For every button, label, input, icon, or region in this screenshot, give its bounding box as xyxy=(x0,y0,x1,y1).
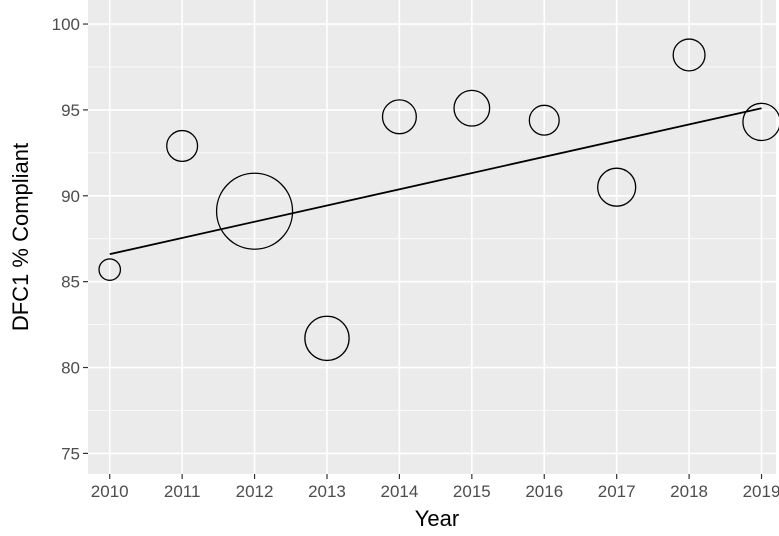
plot-panel xyxy=(88,0,776,474)
x-tick-label: 2010 xyxy=(91,482,129,501)
y-axis: 75 80 85 90 95 100 xyxy=(52,15,88,463)
x-axis-title: Year xyxy=(415,506,459,531)
x-tick-label: 2018 xyxy=(670,482,708,501)
x-tick-label: 2011 xyxy=(164,482,201,501)
y-tick-label: 90 xyxy=(61,187,80,206)
x-tick-label: 2012 xyxy=(236,482,274,501)
y-tick-label: 95 xyxy=(61,101,80,120)
data-point xyxy=(672,38,706,72)
data-point xyxy=(215,172,294,250)
x-tick-label: 2019 xyxy=(743,482,779,501)
data-points xyxy=(98,38,779,362)
grid xyxy=(88,0,776,474)
data-point xyxy=(166,129,199,163)
data-point xyxy=(381,99,417,135)
data-point xyxy=(528,104,560,136)
trend-line xyxy=(109,107,762,256)
y-tick-label: 100 xyxy=(52,15,80,34)
y-tick-label: 85 xyxy=(61,273,80,292)
x-tick-label: 2014 xyxy=(380,482,418,501)
data-point xyxy=(98,258,122,281)
data-point xyxy=(453,89,491,127)
x-tick-label: 2013 xyxy=(308,482,346,501)
x-tick-label: 2015 xyxy=(453,482,491,501)
x-tick-label: 2017 xyxy=(598,482,636,501)
y-tick-label: 80 xyxy=(61,359,80,378)
data-point xyxy=(304,315,350,362)
y-axis-title: DFC1 % Compliant xyxy=(8,143,33,331)
data-point xyxy=(742,102,779,142)
x-tick-label: 2016 xyxy=(525,482,563,501)
x-axis: 2010 2011 2012 2013 2014 2015 2016 2017 2018 2019 xyxy=(91,474,779,501)
y-tick-label: 75 xyxy=(61,444,80,463)
data-point xyxy=(597,167,637,207)
